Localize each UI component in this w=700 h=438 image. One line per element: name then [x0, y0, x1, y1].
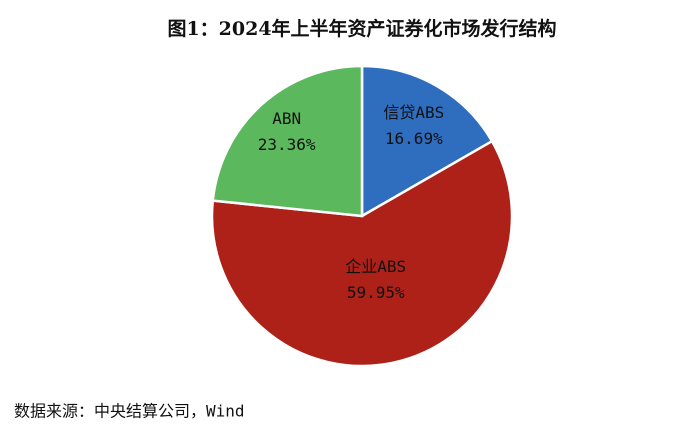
chart-title: 图1：2024年上半年资产证券化市场发行结构 [167, 17, 556, 40]
slice-label: 信贷ABS [383, 103, 444, 122]
pie-slice [360, 64, 494, 219]
source-note: 数据来源：中央结算公司，Wind [14, 402, 245, 421]
slice-label: 企业ABS [345, 257, 406, 276]
pie: 信贷ABS 16.69% 企业ABS 59.95% ABN 23.36% [210, 64, 514, 368]
pie-slice [210, 139, 514, 368]
slice-value-label: 23.36% [258, 135, 316, 154]
slice-label: ABN [272, 109, 301, 128]
slice-value-label: 16.69% [385, 129, 443, 148]
pie-slice [211, 64, 364, 218]
slice-value-label: 59.95% [347, 283, 405, 302]
